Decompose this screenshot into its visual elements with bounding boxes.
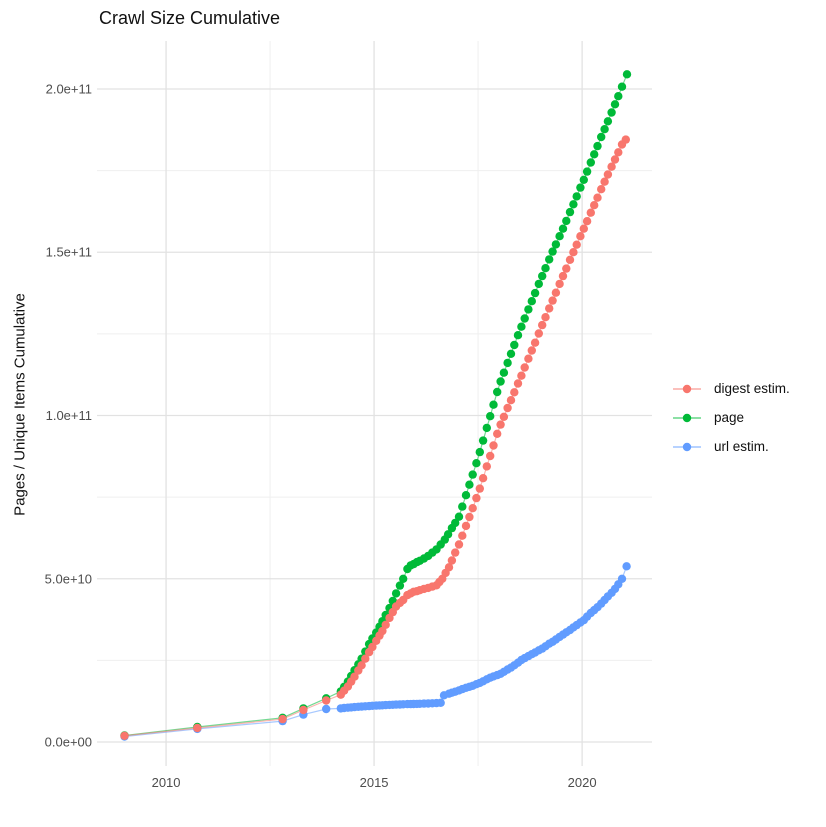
legend-item-digest-estim: digest estim. [672,379,790,398]
x-tick-label: 2020 [568,775,597,790]
legend-label: url estim. [714,439,769,454]
chart-title: Crawl Size Cumulative [99,8,281,28]
legend-key-icon [673,442,701,451]
legend-key-icon [673,384,701,393]
y-tick-label: 1.5e+11 [46,245,92,260]
x-tick-label: 2015 [360,775,389,790]
series-url-estim [120,562,631,741]
y-tick-label: 1.0e+11 [46,408,92,423]
series-digest-estim [120,135,630,740]
gridlines-major [97,41,652,766]
legend-key-icon [673,413,701,422]
y-axis-tick-labels: 0.0e+00 5.0e+10 1.0e+11 1.5e+11 2.0e+11 [45,81,92,749]
x-tick-label: 2010 [152,775,181,790]
y-tick-label: 5.0e+10 [45,571,92,586]
series-line [124,566,628,738]
x-axis-tick-labels: 2010 2015 2020 [152,775,597,790]
y-axis-title: Pages / Unique Items Cumulative [11,293,29,516]
legend: digest estim. page url estim. [672,379,790,466]
legend-item-page: page [672,408,790,427]
y-tick-label: 0.0e+00 [45,735,92,750]
y-tick-label: 2.0e+11 [46,81,92,96]
legend-label: digest estim. [714,381,790,396]
legend-label: page [714,410,745,425]
legend-item-url-estim: url estim. [672,437,790,456]
